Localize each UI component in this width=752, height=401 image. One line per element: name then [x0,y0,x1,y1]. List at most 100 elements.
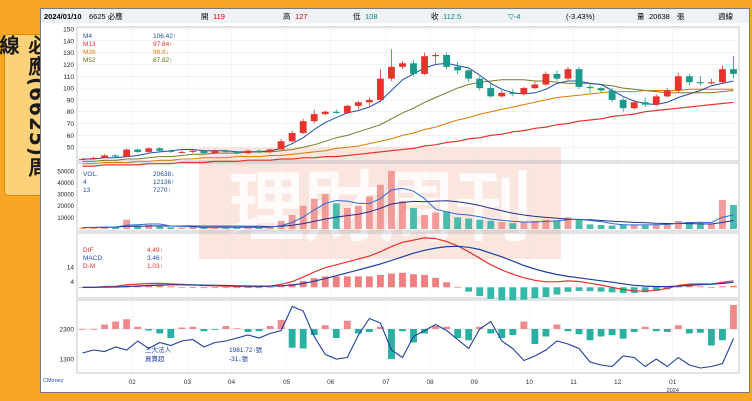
volume-bar [707,223,715,229]
candle-body [266,149,274,152]
inst-net-bar [586,329,594,341]
candle-body [531,84,539,89]
candle-body [685,76,693,83]
volume-bar [134,225,142,229]
inst-net-bar [222,326,230,329]
inst-net-bar [432,326,440,329]
volume-bar [531,220,539,229]
macd-oscillator-bar [277,285,285,288]
price-tick-label: 110 [64,74,75,81]
macd-oscillator-bar [388,273,395,288]
volume-legend-value: 12136↑ [153,179,174,186]
volume-bar [277,220,285,229]
volume-bar [189,227,197,229]
inst-net-bar [244,329,252,332]
macd-oscillator-bar [597,287,605,292]
volume-bar [332,203,340,229]
inst-net-bar [608,329,616,335]
volume-unit: 張 [677,12,685,21]
candle-body [222,150,230,152]
candle-body [487,88,495,97]
macd-oscillator-bar [365,276,373,288]
candle-body [674,76,682,91]
macd-oscillator-bar [332,276,340,288]
volume-bar [663,223,671,229]
header-info: 2024/01/10 6625 必應 開 119 高 127 低 108 收 1… [44,11,733,21]
candle-body [123,149,131,157]
macd-oscillator-bar [244,287,252,289]
volume-value: 20638 [649,12,670,21]
inst-net-bar [156,329,164,334]
volume-bar [520,222,528,229]
inst-net-bar [79,329,86,330]
x-tick-label: 04 [228,379,236,386]
macd-oscillator-bar [189,287,197,288]
macd-oscillator-bar [233,287,241,289]
inst-net-bar [277,320,285,329]
candle-body [233,151,241,154]
volume-bar [376,184,384,229]
inst-net-bar [476,326,484,329]
inst-net-bar [707,329,715,346]
volume-bar [641,225,649,229]
inst-net-bar [531,329,539,344]
inst-net-bar [233,328,241,330]
volume-bar [112,226,120,229]
volume-bar [123,219,131,229]
candle-body [321,111,329,115]
inst-net-bar [410,329,417,343]
macd-oscillator-bar [399,272,406,288]
inst-legend-name: 三大法人 [145,345,172,354]
candle-body [520,88,528,94]
volume-bar [388,170,395,229]
macd-oscillator-bar [465,287,473,292]
price-legend-name: M13 [83,41,96,48]
macd-oscillator-bar [730,285,737,288]
volume-bar [432,212,440,229]
x-tick-label: 03 [184,379,192,386]
price-panel-frame [76,26,740,162]
volume-tick-label: 50000 [57,169,74,175]
inst-net-bar [211,329,219,330]
macd-oscillator-bar [553,287,561,295]
candle-body [376,78,384,100]
inst-net-bar [730,305,737,329]
header-date: 2024/01/10 [44,12,82,21]
macd-oscillator-bar [719,286,726,288]
macd-oscillator-bar [564,287,572,292]
volume-bar [685,222,693,229]
volume-bar [652,224,660,229]
candle-body [454,66,462,71]
inst-legend-name: 買賣超 [145,354,165,363]
volume-bar [509,223,517,229]
price-legend-name: M52 [83,57,96,64]
macd-oscillator-bar [454,286,462,288]
x-tick-label: 05 [283,379,291,386]
header-stock: 6625 必應 [89,11,123,21]
inst-net-bar [178,327,186,329]
volume-bar [310,198,318,229]
macd-oscillator-bar [432,277,440,288]
volume-bar [79,227,86,229]
candle-body [542,73,550,85]
macd-oscillator-bar [630,287,638,293]
volume-bar [222,227,230,229]
volume-bar [343,208,351,229]
macd-line [82,245,734,288]
macd-legend-value: 4.49↑ [147,247,163,254]
cmoney-label: CMoney [43,378,64,384]
inst-net-bar [299,329,307,349]
volume-bar [167,227,175,229]
price-tick-label: 50 [67,145,75,152]
macd-oscillator-bar [156,285,164,288]
volume-bar [564,217,572,229]
macd-oscillator-bar [487,287,495,299]
macd-oscillator-bar [410,274,417,288]
candle-body [388,66,395,79]
macd-oscillator-bar [498,287,506,301]
volume-bar [178,227,186,229]
volume-bar [145,224,153,229]
inst-net-bar [553,324,561,329]
volume-legend-value: 7270↑ [153,187,171,194]
x-tick-label: 10 [526,379,534,386]
